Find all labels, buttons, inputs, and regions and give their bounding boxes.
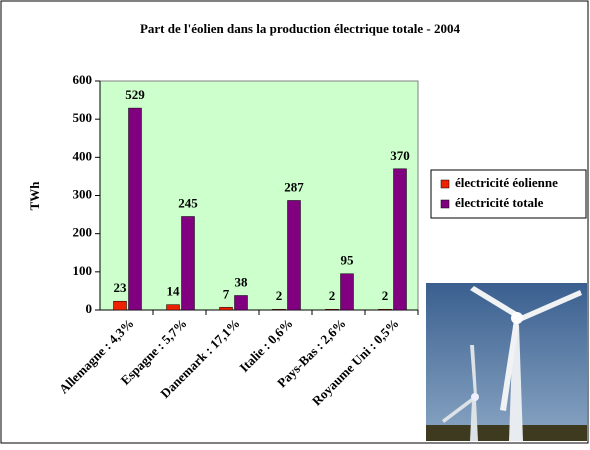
y-tick-label: 400	[73, 148, 93, 163]
y-tick-label: 500	[73, 110, 93, 125]
legend-label: électricité éolienne	[455, 175, 558, 190]
bar	[394, 169, 407, 310]
bar	[129, 108, 142, 310]
data-label: 287	[284, 179, 304, 194]
data-label: 7	[223, 286, 230, 301]
bar	[273, 309, 286, 310]
data-label: 370	[390, 148, 410, 163]
legend-label: électricité totale	[455, 195, 544, 210]
data-label: 14	[167, 284, 181, 299]
bar	[114, 301, 127, 310]
data-label: 23	[114, 280, 128, 295]
data-label: 2	[276, 288, 283, 303]
chart-title: Part de l'éolien dans la production élec…	[140, 21, 461, 36]
data-label: 2	[329, 288, 336, 303]
y-tick-label: 200	[73, 225, 93, 240]
photo	[426, 283, 587, 441]
data-label: 245	[178, 195, 198, 210]
plot-area	[100, 81, 418, 310]
data-label: 95	[341, 253, 355, 268]
legend-swatch	[441, 180, 449, 188]
chart: Part de l'éolien dans la production élec…	[0, 0, 590, 445]
y-tick-label: 300	[73, 186, 93, 201]
y-axis-label: TWh	[27, 181, 42, 211]
y-tick-label: 600	[73, 72, 93, 87]
y-tick-label: 0	[86, 301, 93, 316]
legend-swatch	[441, 200, 449, 208]
bar	[379, 309, 392, 310]
bar	[341, 274, 354, 310]
data-label: 38	[235, 274, 249, 289]
bar	[167, 305, 180, 310]
data-label: 2	[382, 288, 389, 303]
bar	[220, 307, 233, 310]
bar	[235, 295, 248, 310]
bar	[182, 216, 195, 310]
bar	[326, 309, 339, 310]
y-tick-label: 100	[73, 263, 93, 278]
data-label: 529	[125, 87, 145, 102]
bar	[288, 200, 301, 310]
